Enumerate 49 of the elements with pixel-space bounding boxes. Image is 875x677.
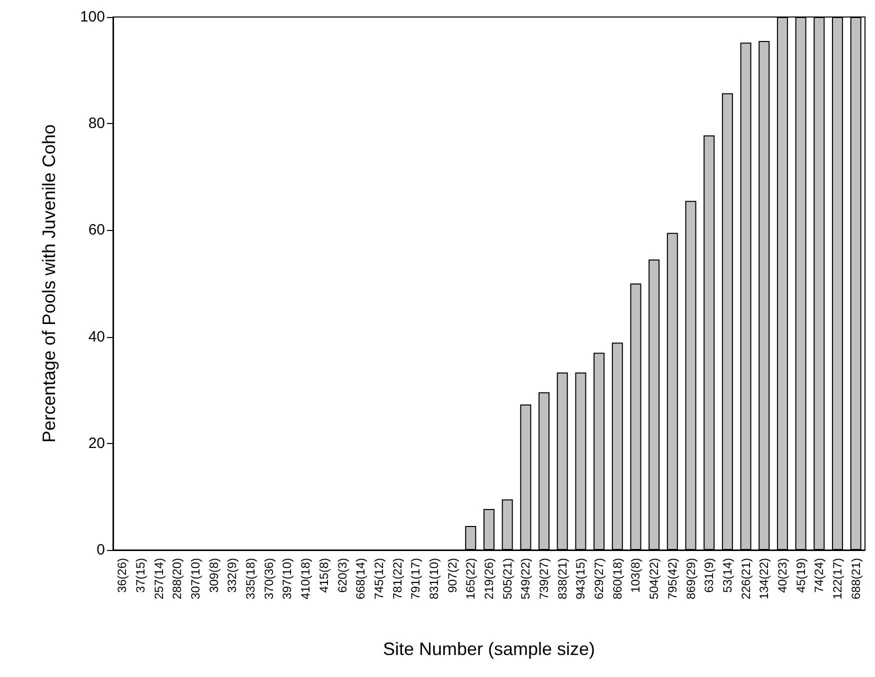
x-tick-label: 795(42)	[665, 558, 680, 600]
x-tick-label: 45(19)	[794, 558, 808, 593]
x-tick-label: 831(10)	[426, 558, 441, 600]
x-tick-label: 36(26)	[115, 558, 130, 593]
x-tick-label: 74(24)	[812, 558, 826, 593]
x-tick-label: 37(15)	[134, 558, 148, 593]
x-tick-label: 549(22)	[518, 558, 533, 600]
x-tick-label: 103(8)	[628, 558, 643, 593]
x-tick-label: 907(2)	[445, 558, 460, 593]
x-tick-label: 397(10)	[280, 558, 294, 600]
x-tick-label: 791(17)	[408, 558, 423, 600]
x-axis-title: Site Number (sample size)	[382, 639, 596, 659]
x-tick-label: 838(21)	[555, 558, 570, 600]
x-tick-label: 505(21)	[500, 558, 514, 600]
y-tick-label: 20	[88, 434, 105, 452]
x-tick-label: 504(22)	[647, 558, 662, 600]
x-tick-label: 739(27)	[537, 558, 552, 600]
x-tick-label: 307(10)	[188, 558, 203, 600]
x-tick-label: 745(12)	[372, 558, 386, 600]
x-tick-label: 40(23)	[775, 558, 790, 593]
x-tick-label: 219(26)	[482, 558, 496, 600]
x-tick-label: 688(21)	[848, 558, 863, 600]
x-tick-label: 869(29)	[684, 558, 698, 600]
x-tick-label: 410(18)	[298, 558, 313, 600]
y-tick-label: 0	[96, 542, 105, 558]
x-tick-label: 335(18)	[244, 558, 258, 600]
x-tick-label: 288(20)	[170, 558, 184, 600]
x-tick-label: 629(27)	[592, 558, 606, 600]
x-tick-label: 415(8)	[316, 558, 331, 593]
x-tick-label: 781(22)	[390, 558, 404, 600]
x-tick-label: 943(15)	[574, 558, 588, 600]
y-tick-label: 40	[88, 328, 105, 346]
x-tick-label: 309(8)	[206, 558, 221, 593]
y-tick-label: 100	[80, 8, 105, 26]
y-tick-label: 80	[88, 115, 105, 132]
x-tick-label: 122(17)	[830, 558, 844, 600]
x-tick-label: 257(14)	[152, 558, 166, 600]
y-axis-title: Percentage of Pools with Juvenile Coho	[39, 124, 59, 443]
x-tick-label: 631(9)	[702, 558, 716, 593]
x-tick-label: 134(22)	[757, 558, 772, 600]
x-tick-label: 165(22)	[464, 558, 478, 600]
x-tick-label: 53(14)	[720, 558, 734, 593]
x-tick-label: 620(3)	[335, 558, 350, 593]
x-tick-label: 226(21)	[738, 558, 753, 600]
y-tick-label: 60	[88, 222, 105, 239]
x-tick-label: 332(9)	[225, 558, 240, 593]
x-tick-label: 860(18)	[610, 558, 624, 600]
x-tick-label: 370(36)	[262, 558, 276, 600]
x-tick-label: 668(14)	[354, 558, 368, 600]
